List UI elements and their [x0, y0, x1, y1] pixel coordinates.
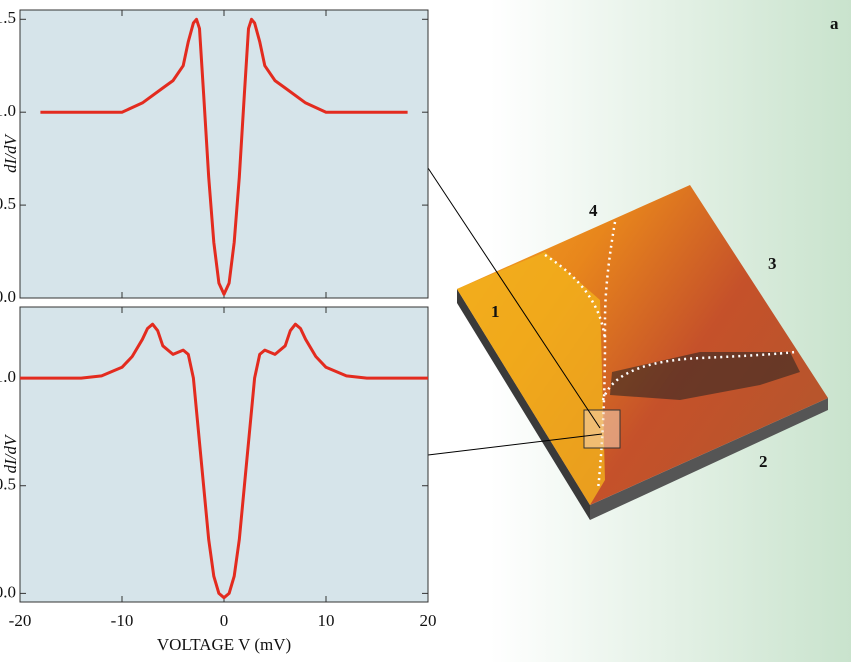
- panel-label: a: [830, 14, 839, 33]
- plot-area: [19, 306, 429, 603]
- x-tick-label: -20: [9, 611, 32, 630]
- x-tick-label: 10: [318, 611, 335, 630]
- plot-area: [19, 9, 429, 299]
- region-label: 1: [491, 302, 500, 321]
- connector: [427, 433, 603, 456]
- boundary: [544, 253, 607, 491]
- boundary: [603, 221, 617, 340]
- y-tick-label: 1.5: [0, 8, 16, 27]
- y-tick-label: 1.0: [0, 101, 16, 120]
- x-tick-label: -10: [111, 611, 134, 630]
- region-1: [457, 252, 605, 505]
- selection-square: [583, 409, 621, 449]
- surface-block: [457, 185, 828, 520]
- block-side: [457, 289, 590, 520]
- y-tick-label: 0.0: [0, 582, 16, 601]
- y-tick-label: 0.0: [0, 287, 16, 306]
- y-tick-label: 0.5: [0, 475, 16, 494]
- connector: [427, 167, 601, 429]
- block-side: [590, 398, 828, 520]
- x-axis-label: VOLTAGE V (mV): [157, 635, 291, 654]
- data-line: [20, 322, 428, 600]
- y-axis-label: dI/dV: [1, 133, 20, 173]
- dark-region: [610, 352, 800, 400]
- boundary: [601, 350, 796, 401]
- data-line: [40, 17, 408, 296]
- y-tick-label: 0.5: [0, 194, 16, 213]
- y-axis-label: dI/dV: [1, 433, 20, 473]
- x-tick-label: 0: [220, 611, 229, 630]
- region-label: 4: [589, 201, 598, 220]
- x-tick-label: 20: [420, 611, 437, 630]
- region-label: 2: [759, 452, 768, 471]
- region-label: 3: [768, 254, 777, 273]
- y-tick-label: 1.0: [0, 367, 16, 386]
